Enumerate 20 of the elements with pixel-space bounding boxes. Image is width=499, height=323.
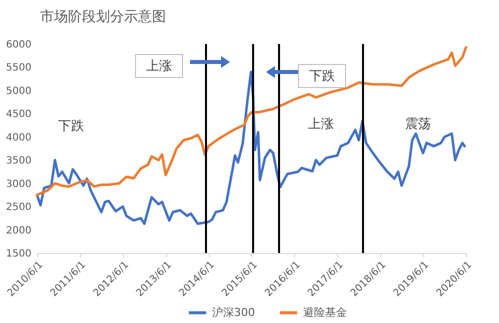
y-tick-label: 1500: [6, 248, 32, 260]
annotation: 震荡: [405, 116, 431, 133]
y-tick-label: 2500: [6, 202, 32, 214]
y-tick-label: 3000: [6, 178, 32, 190]
y-tick-label: 5500: [6, 62, 32, 74]
y-tick-label: 4500: [6, 109, 32, 120]
line-series: [36, 46, 468, 196]
y-tick-label: 4000: [6, 132, 32, 144]
line-series: [36, 70, 466, 225]
y-tick-label: 6000: [6, 40, 32, 50]
y-tick-label: 3500: [6, 156, 32, 167]
y-tick-label: 2000: [6, 225, 32, 236]
annotation: 上涨: [308, 116, 334, 133]
y-tick-label: 5000: [6, 86, 32, 97]
annotation: 下跌: [298, 64, 346, 88]
legend-label: 沪深300: [212, 306, 255, 319]
annotation: 上涨: [135, 54, 183, 78]
legend-label: 避险基金: [303, 306, 347, 319]
annotation: 下跌: [58, 118, 84, 135]
chart-title: 市场阶段划分示意图: [40, 8, 166, 26]
